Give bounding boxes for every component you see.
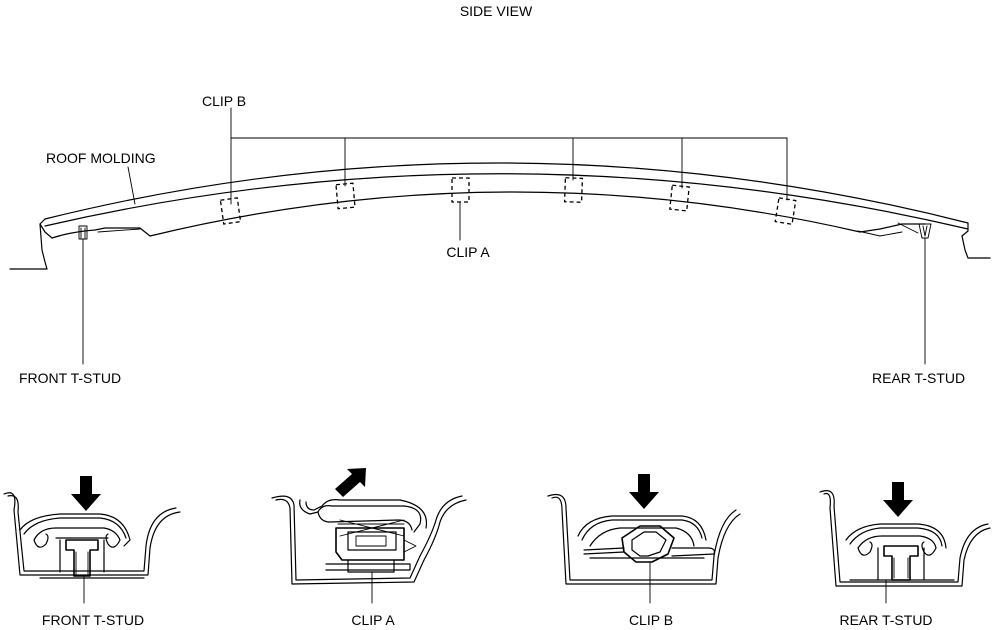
roof-molding-side-view bbox=[9, 162, 991, 270]
detail-front-t-stud: FRONT T-STUD bbox=[3, 476, 181, 628]
callout-front-t-stud: FRONT T-STUD bbox=[19, 370, 121, 386]
detail-caption-rear-t-stud: REAR T-STUD bbox=[839, 612, 932, 628]
detail-rear-t-stud: REAR T-STUD bbox=[819, 482, 991, 628]
clip-a-marker bbox=[451, 177, 470, 203]
leader-lines bbox=[82, 107, 926, 365]
clip-b-marker bbox=[563, 177, 584, 203]
detail-clip-b: CLIP B bbox=[547, 474, 741, 628]
clip-b-marker bbox=[669, 184, 690, 212]
press-arrow-icon bbox=[71, 476, 101, 511]
press-arrow-icon bbox=[629, 474, 659, 509]
callout-rear-t-stud: REAR T-STUD bbox=[872, 370, 965, 386]
callout-clip-a: CLIP A bbox=[446, 244, 490, 260]
detail-clip-a: CLIP A bbox=[271, 468, 467, 628]
callout-clip-b: CLIP B bbox=[202, 93, 246, 109]
rear-t-stud-marker bbox=[918, 223, 932, 239]
detail-caption-clip-b: CLIP B bbox=[629, 612, 673, 628]
press-arrow-icon bbox=[335, 468, 366, 497]
clip-b-marker bbox=[774, 197, 797, 226]
detail-caption-front-t-stud: FRONT T-STUD bbox=[42, 612, 144, 628]
diagram-title: SIDE VIEW bbox=[460, 3, 533, 19]
detail-caption-clip-a: CLIP A bbox=[351, 612, 395, 628]
front-t-stud-marker bbox=[78, 225, 88, 240]
clip-b-marker bbox=[219, 197, 242, 225]
press-arrow-icon bbox=[883, 482, 913, 517]
callout-roof-molding: ROOF MOLDING bbox=[46, 150, 156, 166]
clip-b-marker bbox=[335, 182, 356, 210]
